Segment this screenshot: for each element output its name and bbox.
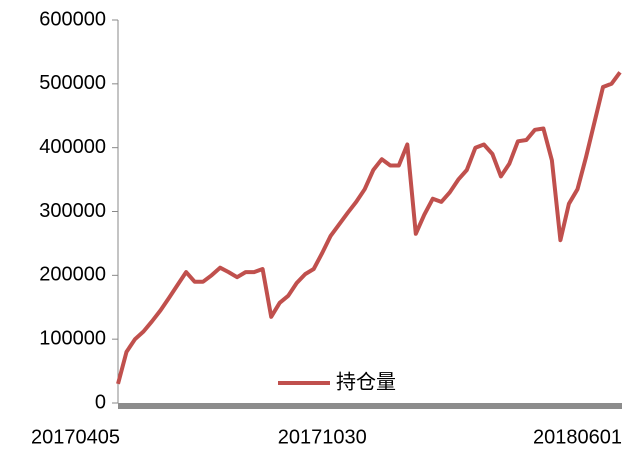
y-tick-label: 600000 xyxy=(39,8,106,30)
y-tick-label: 100000 xyxy=(39,327,106,349)
data-line xyxy=(116,71,622,385)
x-tick-label: 20171030 xyxy=(278,426,367,448)
y-tick-label: 300000 xyxy=(39,200,106,222)
y-tick-label: 200000 xyxy=(39,264,106,286)
x-tick-label: 20180601 xyxy=(533,426,622,448)
legend-label: 持仓量 xyxy=(336,370,396,393)
y-tick-label: 500000 xyxy=(39,72,106,94)
x-tick-label: 20170405 xyxy=(31,426,120,448)
x-axis xyxy=(118,403,622,409)
y-tick-label: 400000 xyxy=(39,136,106,158)
y-tick-label: 0 xyxy=(95,391,106,413)
